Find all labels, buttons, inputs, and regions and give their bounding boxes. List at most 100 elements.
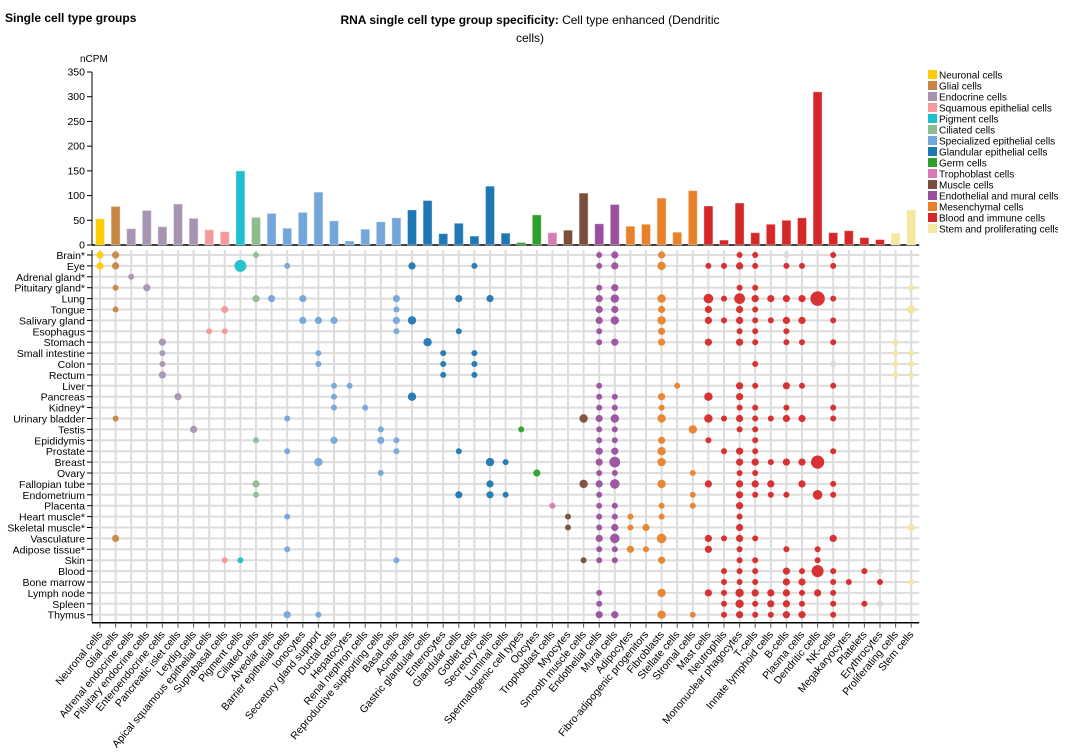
dot-lung-glandular-cells — [455, 295, 463, 303]
dot-kidney--ductal-cells — [331, 404, 337, 411]
dot-urinary-bladder-plasma-cells — [798, 414, 806, 423]
bar-leydig-cells — [188, 217, 199, 246]
dot-thymus-plasma-cells — [798, 611, 806, 619]
dot-spleen-mononuclear-phagocytes — [735, 599, 744, 608]
dot-eye-acinar-cells — [408, 262, 416, 270]
dot-thymus-endothelial-cells — [595, 611, 603, 619]
dot-skeletal-muscle--adipocytes — [627, 524, 634, 531]
legend-label: Specialized epithelial cells — [939, 137, 1055, 148]
dot-epididymis-fibroblasts — [658, 436, 666, 444]
tissue-label: Esophagus — [32, 326, 85, 338]
bar-stem-cells — [906, 209, 917, 246]
dot-pancreas-acinar-cells — [407, 392, 417, 401]
dot-pancreas-mononuclear-phagocytes — [736, 393, 744, 401]
dot-tongue-glial-cells — [112, 306, 119, 313]
dot-eye-pigment-cells — [234, 259, 247, 272]
dot-liver-b-cells — [782, 382, 791, 390]
chart-title: RNA single cell type group specificity: … — [330, 11, 730, 47]
dot-brain--b-cells — [783, 252, 790, 258]
dot-adipose-tissue--b-cells — [783, 546, 790, 553]
dot-spleen-innate-lymphoid-cells — [767, 600, 775, 608]
tissue-label: Brain* — [56, 250, 85, 262]
dot-blood-platelets — [861, 568, 868, 575]
dot-skin-endothelial-cells — [596, 557, 603, 564]
dot-esophagus-endothelial-cells — [596, 328, 603, 335]
dot-colon-nk-cells — [830, 361, 837, 367]
dot-thymus-t-cells — [752, 611, 759, 618]
bar-glandular-cells — [453, 222, 464, 246]
dot-vasculature-neutrophils — [721, 535, 727, 542]
legend-swatch — [928, 136, 937, 145]
dot-prostate-neutrophils — [721, 448, 727, 455]
dot-thymus-fibroblasts — [657, 610, 666, 619]
legend-swatch — [928, 103, 937, 112]
bar-neutrophils — [719, 239, 729, 246]
bar-t-cells — [750, 232, 761, 246]
dot-tongue-stem-cells — [907, 305, 916, 314]
dot-liver-hepatocytes — [346, 382, 353, 389]
dot-tongue-fibroblasts — [658, 305, 666, 314]
tissue-label: Salivary gland — [19, 315, 85, 327]
dot-lymph-node-plasma-cells — [799, 589, 805, 596]
dot-skeletal-muscle--stem-cells — [907, 523, 915, 532]
dot-pancreas-pancreatic-islet-cells — [174, 393, 182, 401]
dot-adipose-tissue--dendritic-cells — [814, 546, 821, 553]
dot-stomach-proliferating-cells — [892, 339, 899, 346]
dot-lung-secretory-cells — [486, 295, 494, 303]
dot-skeletal-muscle--myocytes — [565, 524, 571, 531]
legend-label: Germ cells — [939, 159, 987, 170]
bar-basal-cells — [391, 217, 402, 246]
dot-vasculature-t-cells — [752, 535, 759, 542]
dot-bone-marrow-nk-cells — [830, 579, 837, 585]
bar-adipocytes — [625, 225, 636, 246]
bar-mononuclear-phagocytes — [734, 202, 745, 246]
bar-stromal-cells — [687, 190, 698, 246]
dot-salivary-gland-b-cells — [782, 316, 791, 324]
dot-esophagus-apical-squamous-epithelial-cells — [206, 328, 213, 335]
legend-swatch — [928, 92, 937, 101]
dot-adipose-tissue--barrier-epithelial-cells — [284, 546, 291, 553]
dot-lung-basal-cells — [392, 295, 400, 303]
dot-pancreas-fibroblasts — [658, 393, 666, 401]
bar-endothelial-cells — [594, 223, 605, 246]
dot-endometrium-stromal-cells — [689, 491, 696, 498]
dot-thymus-secretory-gland-support — [315, 611, 322, 618]
legend-swatch — [928, 70, 937, 79]
dot-epididymis-mural-cells — [611, 437, 618, 444]
dot-liver-ductal-cells — [331, 382, 337, 389]
dot-tongue-mast-cells — [704, 305, 713, 314]
bar-pigment-cells — [235, 170, 246, 246]
dot-esophagus-basal-cells — [393, 328, 400, 335]
dot-salivary-gland-fibroblasts — [657, 316, 666, 325]
dot-placenta-endothelial-cells — [596, 502, 603, 509]
dot-epididymis-ciliated-cells — [253, 437, 259, 444]
tissue-label: Eye — [67, 261, 85, 273]
tissue-label: Spleen — [52, 599, 85, 611]
dot-lymph-node-mast-cells — [704, 589, 713, 597]
bar-b-cells — [781, 219, 792, 246]
chart-title-subtitle: Cell type enhanced (Dendritic cells) — [515, 13, 720, 45]
dot-vasculature-fibroblasts — [656, 533, 667, 544]
dot-skeletal-muscle--fibro-adipogenic-progenitors — [642, 523, 650, 532]
dot-breast-secretory-gland-support — [314, 457, 323, 467]
dot-fallopian-tube-fibroblasts — [657, 479, 666, 489]
dot-colon-enteroendocrine-cells — [159, 361, 166, 367]
dot-lung-nk-cells — [830, 295, 837, 302]
dot-thymus-mural-cells — [611, 611, 619, 619]
dot-fallopian-tube-t-cells — [751, 480, 759, 488]
legend-swatch — [928, 180, 937, 189]
bar-enterocytes — [438, 233, 449, 246]
dot-skin-dendritic-cells — [814, 557, 821, 564]
dot-endometrium-dendritic-cells — [812, 490, 823, 500]
dot-urinary-bladder-innate-lymphoid-cells — [767, 415, 774, 422]
dot-brain--endothelial-cells — [596, 252, 603, 258]
legend-label: Ciliated cells — [939, 126, 995, 137]
dot-heart-muscle--mural-cells — [611, 513, 618, 520]
dot-lung-mast-cells — [703, 293, 714, 304]
dot-prostate-glandular-cells — [455, 448, 462, 455]
dot-brain--neuronal-cells — [96, 251, 104, 259]
dot-rectum-stem-cells — [908, 371, 915, 378]
tissue-label: Adipose tissue* — [13, 544, 85, 556]
tissue-label: Heart muscle* — [19, 512, 85, 524]
dot-ovary-t-cells — [752, 470, 759, 476]
